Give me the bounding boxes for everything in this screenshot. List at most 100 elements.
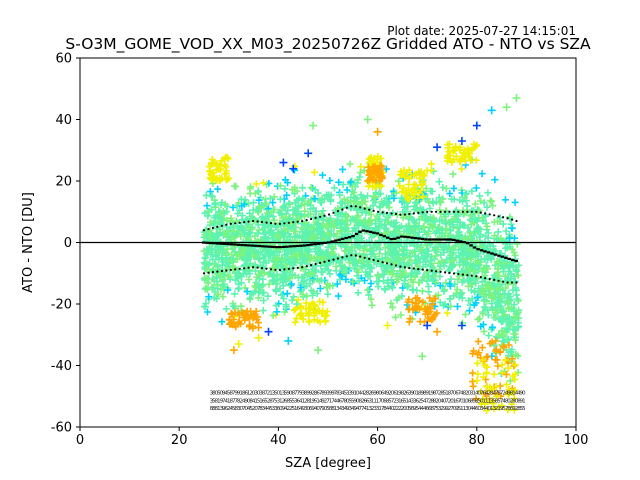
- lower-sd-marker: [385, 262, 389, 265]
- x-axis-ticks: 0 20 40 60 80 100: [76, 427, 588, 448]
- upper-sd-marker: [247, 220, 250, 223]
- upper-sd-marker: [296, 220, 299, 223]
- mean-marker: [420, 237, 425, 241]
- scatter-point: [314, 346, 323, 355]
- lower-sd-marker: [310, 264, 313, 267]
- lower-sd-marker: [202, 272, 206, 275]
- lower-sd-marker: [319, 261, 322, 264]
- scatter-point: [288, 296, 296, 304]
- scatter-point: [224, 286, 232, 294]
- scatter-point: [390, 194, 398, 202]
- scatter-point: [218, 318, 226, 326]
- scatter-point: [299, 184, 306, 192]
- lower-sd-marker: [430, 269, 433, 272]
- scatter-point: [514, 271, 522, 279]
- scatter-point: [494, 228, 502, 236]
- lower-sd-marker: [350, 254, 353, 257]
- mean-marker: [479, 249, 484, 252]
- scatter-point: [433, 327, 442, 336]
- mean-marker: [257, 244, 262, 248]
- mean-marker: [393, 237, 397, 240]
- scatter-point: [497, 234, 505, 242]
- lower-sd-marker: [211, 271, 214, 274]
- scatter-point: [471, 287, 478, 295]
- upper-sd-marker: [412, 212, 415, 215]
- scatter-point: [460, 256, 468, 264]
- scatter-point: [440, 301, 447, 309]
- lower-sd-marker: [412, 267, 415, 270]
- scatter-point: [301, 254, 309, 262]
- scatter-point: [510, 301, 518, 309]
- scatter-point: [427, 262, 435, 270]
- scatter-point: [231, 290, 239, 298]
- scatter-point: [367, 216, 375, 224]
- mean-marker: [396, 236, 400, 239]
- lower-sd-marker: [243, 267, 246, 270]
- lower-sd-marker: [292, 267, 295, 270]
- scatter-point: [293, 300, 301, 308]
- scatter-point: [502, 103, 511, 112]
- scatter-point: [450, 184, 458, 192]
- scatter-point: [299, 291, 307, 299]
- scatter-point: [265, 280, 273, 288]
- mean-marker: [490, 252, 494, 255]
- lower-sd-marker: [336, 257, 339, 260]
- upper-sd-marker: [372, 209, 375, 212]
- scatter-point: [423, 277, 431, 285]
- scatter-point: [321, 318, 329, 326]
- upper-sd-marker: [403, 213, 406, 216]
- scatter-point: [241, 284, 249, 292]
- upper-sd-marker: [354, 205, 357, 208]
- scatter-point: [479, 310, 487, 318]
- scatter-point: [285, 199, 293, 207]
- upper-sd-marker: [238, 221, 241, 224]
- mean-marker: [337, 238, 341, 241]
- mean-marker: [406, 236, 411, 239]
- scatter-point: [242, 217, 249, 225]
- mean-marker: [236, 243, 241, 246]
- scatter-point: [243, 216, 251, 224]
- scatter-point: [407, 276, 415, 284]
- scatter-point: [283, 290, 291, 298]
- scatter-point: [354, 289, 362, 297]
- lower-sd-marker: [207, 271, 210, 274]
- scatter-point: [254, 333, 263, 342]
- mean-marker: [413, 237, 418, 240]
- scatter-point: [485, 332, 493, 339]
- scatter-point: [373, 127, 382, 136]
- scatter-point: [455, 252, 463, 260]
- scatter-point: [486, 197, 494, 205]
- scatter-point: [506, 377, 514, 385]
- y-tick-label: 40: [55, 113, 72, 128]
- scatter-point: [511, 336, 519, 344]
- scatter-point: [326, 177, 334, 184]
- mean-marker: [379, 233, 383, 236]
- chart-title: S-O3M_GOME_VOD_XX_M03_20250726Z Gridded …: [65, 35, 591, 54]
- scatter-point: [276, 182, 284, 190]
- mean-marker: [431, 238, 435, 241]
- scatter-point: [203, 202, 211, 210]
- mean-marker: [261, 245, 265, 248]
- scatter-point: [463, 202, 471, 210]
- scatter-point: [469, 382, 477, 390]
- mean-marker: [424, 238, 428, 241]
- scatter-point: [458, 165, 466, 173]
- mean-marker: [247, 244, 251, 247]
- scatter-point: [433, 143, 442, 152]
- scatter-point: [413, 286, 421, 294]
- scatter-point: [335, 178, 343, 186]
- mean-marker: [410, 236, 414, 239]
- scatter-point: [243, 255, 251, 263]
- scatter-point: [252, 180, 260, 188]
- scatter-point: [513, 267, 520, 275]
- scatter-point: [279, 158, 288, 167]
- scatter-point: [376, 202, 384, 210]
- scatter-point: [353, 272, 361, 280]
- upper-sd-marker: [350, 205, 353, 208]
- scatter-point: [280, 272, 288, 280]
- scatter-point: [206, 226, 214, 234]
- scatter-point: [290, 306, 298, 314]
- mean-marker: [219, 242, 223, 245]
- mean-marker: [386, 236, 390, 239]
- scatter-point: [427, 160, 435, 168]
